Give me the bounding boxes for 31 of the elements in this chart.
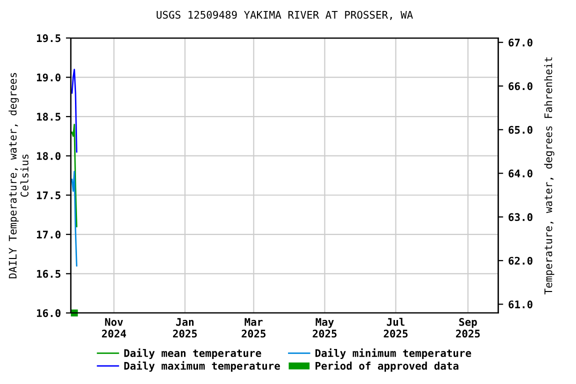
y2-tick-label: 61.0: [508, 300, 532, 308]
y-tick-label: 16.0: [37, 309, 60, 318]
y2-tick-label: 63.0: [508, 213, 532, 222]
y-tick-label: 17.0: [37, 230, 60, 239]
x-tick-label: Jul 2025: [384, 318, 408, 338]
line-series: [71, 68, 78, 153]
y-tick-label: 19.0: [37, 74, 60, 82]
x-tick-label: Sep 2025: [456, 318, 480, 338]
x-tick-label: Mar 2025: [242, 318, 266, 338]
y2-tick-label: 62.0: [508, 256, 532, 265]
y-tick-label: 19.5: [37, 34, 60, 42]
y-tick-label: 17.5: [37, 191, 60, 200]
y-tick-label: 18.0: [37, 152, 60, 160]
x-tick-label: Jan 2025: [173, 318, 197, 338]
legend-label: Daily maximum temperature: [124, 361, 280, 372]
y2-axis-title: Temperature, water, degrees Fahrenheit: [544, 57, 554, 294]
x-tick-label: May 2025: [312, 318, 337, 338]
y-tick-label: 16.5: [37, 270, 60, 278]
line-series: [71, 170, 78, 267]
y2-tick-label: 65.0: [508, 126, 532, 134]
chart-title: USGS 12509489 YAKIMA RIVER AT PROSSER, WA: [156, 10, 413, 20]
y-tick-label: 18.5: [37, 112, 60, 121]
y2-tick-label: 67.0: [508, 38, 532, 46]
x-tick-label: Nov 2024: [102, 318, 126, 338]
line-series: [71, 124, 78, 228]
legend-label: Daily minimum temperature: [315, 348, 472, 360]
y-axis-title: DAILY Temperature, water, degrees Celsius: [8, 73, 28, 278]
legend-label: Daily mean temperature: [124, 348, 262, 360]
y2-tick-label: 64.0: [508, 170, 532, 178]
legend-label: Period of approved data: [316, 361, 458, 372]
y2-tick-label: 66.0: [508, 82, 532, 90]
